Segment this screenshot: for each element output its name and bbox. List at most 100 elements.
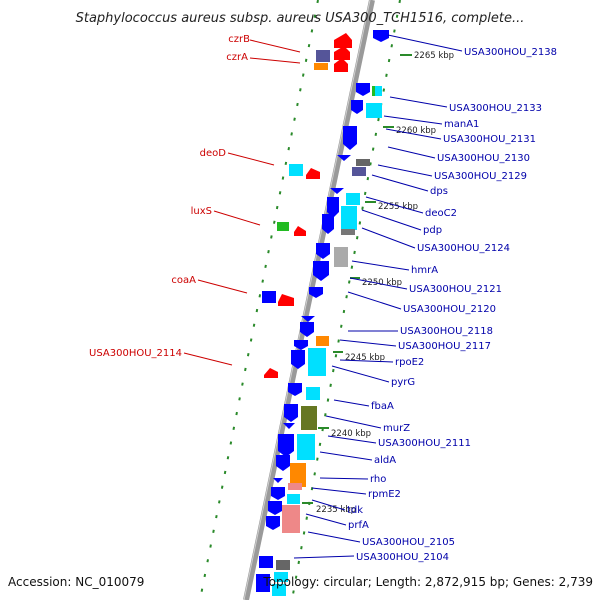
gene-block [283, 423, 295, 429]
gene-label-prfa[interactable]: prfA [348, 520, 369, 531]
gene-label-usa300hou-2118[interactable]: USA300HOU_2118 [400, 326, 493, 337]
gene-block [291, 350, 305, 369]
gene-block [277, 222, 289, 231]
gene-label-rho[interactable]: rho [370, 474, 386, 485]
label-leader [249, 57, 301, 64]
gene-block [297, 434, 315, 460]
gene-block [278, 294, 294, 306]
gene-track [256, 30, 389, 596]
gene-label-coaA[interactable]: coaA [171, 275, 196, 286]
kbp-tick-label: 2235 kbp [316, 505, 356, 515]
gene-label-mana1[interactable]: manA1 [444, 119, 479, 130]
gene-label-usa300hou-2130[interactable]: USA300HOU_2130 [437, 153, 530, 164]
gene-label-usa300hou-2105[interactable]: USA300HOU_2105 [362, 537, 455, 548]
label-leader [331, 365, 390, 383]
gene-block [316, 50, 330, 62]
gene-label-murz[interactable]: murZ [383, 423, 410, 434]
gene-label-pyrg[interactable]: pyrG [391, 377, 415, 388]
gene-block [309, 287, 323, 298]
label-leader [339, 339, 397, 347]
gene-label-usa300hou-2117[interactable]: USA300HOU_2117 [398, 341, 491, 352]
gene-label-usa300hou-2114[interactable]: USA300HOU_2114 [89, 348, 182, 359]
label-leader [351, 260, 410, 271]
gene-label-czrA[interactable]: czrA [226, 52, 248, 63]
gene-label-usa300hou-2138[interactable]: USA300HOU_2138 [464, 47, 557, 58]
label-leader [377, 164, 433, 177]
gene-block [294, 226, 306, 236]
gene-block [256, 574, 270, 592]
gene-block [375, 86, 382, 96]
gene-label-pdp[interactable]: pdp [423, 225, 442, 236]
gene-block [301, 406, 317, 430]
gene-block [284, 404, 298, 422]
gene-block [266, 516, 280, 530]
kbp-tick-label: 2240 kbp [331, 429, 371, 439]
label-leader [365, 196, 424, 214]
gene-block [334, 58, 348, 72]
gene-block [272, 584, 286, 596]
gene-block [294, 340, 308, 350]
gene-label-deoD[interactable]: deoD [200, 148, 227, 159]
kbp-tick-label: 2255 kbp [378, 202, 418, 212]
gene-label-usa300hou-2111[interactable]: USA300HOU_2111 [378, 438, 471, 449]
gene-label-fbaa[interactable]: fbaA [371, 401, 394, 412]
gene-block [306, 387, 320, 400]
right-gene-label-text: USA300HOU_2138 USA300HOU_2133 manA1 USA3… [347, 47, 557, 563]
gene-block [268, 501, 282, 515]
gene-label-luxS[interactable]: luxS [191, 206, 212, 217]
gene-label-dps[interactable]: dps [430, 186, 448, 197]
label-leader [361, 227, 416, 249]
label-leader [389, 96, 448, 108]
gene-block [308, 348, 326, 376]
gene-label-usa300hou-2120[interactable]: USA300HOU_2120 [403, 304, 496, 315]
right-gene-labels [293, 34, 463, 559]
gene-block [259, 556, 273, 568]
gene-block [356, 83, 370, 96]
label-leader [249, 39, 301, 53]
gene-label-usa300hou-2131[interactable]: USA300HOU_2131 [443, 134, 536, 145]
kbp-ticks: 2265 kbp 2260 kbp 2255 kbp 2250 kbp 2245… [302, 51, 454, 515]
gene-block [334, 46, 350, 60]
label-leader [311, 499, 346, 511]
gene-label-usa300hou-2129[interactable]: USA300HOU_2129 [434, 171, 527, 182]
gene-label-deoc2[interactable]: deoC2 [425, 208, 457, 219]
gene-label-hmra[interactable]: hmrA [411, 265, 438, 276]
gene-block [264, 368, 278, 378]
gene-label-usa300hou-2121[interactable]: USA300HOU_2121 [409, 284, 502, 295]
gene-block [334, 247, 348, 267]
gene-label-rpme2[interactable]: rpmE2 [368, 489, 401, 500]
gene-block [334, 33, 352, 48]
gene-block [300, 322, 314, 337]
gene-block [288, 383, 302, 396]
label-leader [319, 477, 369, 480]
label-leader [311, 487, 367, 495]
backbone-highlight [243, 0, 371, 600]
gene-label-rpoe2[interactable]: rpoE2 [395, 357, 424, 368]
gene-block [274, 572, 288, 582]
gene-label-usa300hou-2133[interactable]: USA300HOU_2133 [449, 103, 542, 114]
gene-block [271, 487, 285, 500]
gene-block [314, 63, 328, 70]
gene-label-usa300hou-2124[interactable]: USA300HOU_2124 [417, 243, 510, 254]
gene-block [366, 103, 382, 118]
label-leader [361, 209, 422, 231]
gene-block [278, 434, 294, 457]
gene-block [337, 155, 351, 161]
genome-summary-label: Topology: circular; Length: 2,872,915 bp… [262, 575, 593, 589]
label-leader [385, 128, 442, 140]
gene-label-tdk[interactable]: tdk [347, 505, 363, 516]
gene-label-usa300hou-2104[interactable]: USA300HOU_2104 [356, 552, 449, 563]
gene-label-czrB[interactable]: czrB [228, 34, 250, 45]
label-leader [305, 513, 347, 526]
kbp-tick-label: 2265 kbp [414, 51, 454, 61]
gene-block [322, 214, 334, 234]
label-leader [183, 352, 233, 366]
gene-block [327, 197, 339, 218]
gene-block [290, 463, 306, 487]
kbp-tick-label: 2250 kbp [362, 278, 402, 288]
label-leader [387, 146, 436, 159]
gene-label-alda[interactable]: aldA [374, 455, 396, 466]
label-leader [383, 115, 443, 125]
left-gene-labels [183, 39, 301, 366]
label-leader [197, 279, 248, 294]
